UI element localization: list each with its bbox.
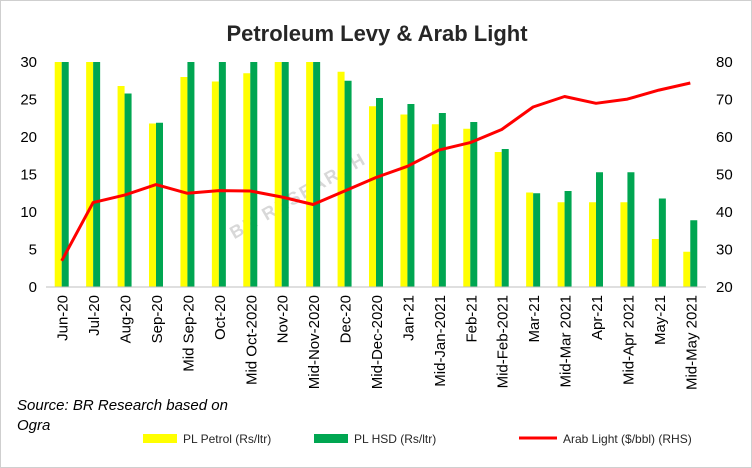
bar-petrol [431, 124, 439, 287]
x-tick-label: Mid-Nov-2020 [306, 295, 323, 389]
x-tick-label: Mid-Jan-2021 [432, 295, 449, 387]
x-tick-label: Mid-May 2021 [683, 295, 700, 390]
bar-petrol [557, 202, 565, 287]
y-right-tick-label: 30 [716, 242, 733, 259]
x-tick-label: Aug-20 [118, 295, 135, 343]
bar-petrol [400, 114, 408, 287]
y-right-tick-label: 80 [716, 54, 733, 71]
bar-hsd [690, 220, 698, 287]
bar-petrol [337, 71, 345, 287]
bar-petrol [494, 152, 502, 287]
bar-petrol [243, 73, 251, 287]
axes-group: 0 5 10 15 20 25 30 20 30 40 50 60 70 80 Jun-20 Jul-20 Au… [20, 54, 732, 390]
x-tick-label: Mid-Apr 2021 [620, 295, 637, 385]
x-tick-label: Apr-21 [589, 295, 606, 340]
x-tick-label: Dec-20 [338, 295, 355, 343]
bar-hsd [313, 62, 321, 287]
x-tick-label: Feb-21 [463, 295, 480, 343]
bar-hsd [187, 62, 195, 287]
bar-petrol [620, 202, 628, 287]
bar-hsd [501, 149, 509, 287]
bar-petrol [180, 77, 188, 287]
bar-petrol [149, 123, 156, 287]
bar-petrol [526, 192, 534, 287]
bar-hsd [124, 93, 132, 287]
bar-hsd [93, 62, 101, 287]
bar-hsd [470, 122, 478, 287]
bar-hsd [376, 98, 383, 287]
bar-hsd [156, 122, 163, 287]
x-tick-label: Jul-20 [86, 295, 103, 336]
x-tick-label: Sep-20 [149, 295, 166, 343]
bar-petrol [589, 202, 596, 287]
bar-hsd [344, 80, 352, 287]
y-right-tick-label: 70 [716, 92, 733, 109]
y-right-tick-label: 20 [716, 279, 733, 296]
bar-petrol [211, 81, 219, 287]
bar-petrol [117, 86, 125, 287]
legend-swatch-hsd [314, 434, 348, 443]
bar-hsd [250, 62, 258, 287]
legend-label-arab: Arab Light ($/bbl) (RHS) [563, 432, 692, 446]
bar-hsd [596, 172, 603, 287]
bar-petrol [306, 62, 314, 287]
bars-group [54, 62, 698, 287]
y-right-tick-label: 60 [716, 129, 733, 146]
bar-petrol [274, 62, 282, 287]
bar-hsd [218, 62, 226, 287]
bar-hsd [281, 62, 289, 287]
x-tick-label: Mid-Feb-2021 [495, 295, 512, 388]
y-left-tick-label: 5 [29, 242, 37, 259]
x-tick-label: Mid-Dec-2020 [369, 295, 386, 389]
bar-hsd [627, 172, 635, 287]
source-note: Source: BR Research based on Ogra [17, 397, 228, 434]
legend-label-hsd: PL HSD (Rs/ltr) [354, 432, 436, 446]
bar-petrol [651, 239, 659, 287]
y-left-tick-label: 20 [20, 129, 37, 146]
bar-petrol [369, 106, 376, 287]
bar-hsd [533, 193, 541, 287]
bar-hsd [658, 198, 666, 287]
bar-hsd [61, 62, 69, 287]
x-tick-label: Jan-21 [400, 295, 417, 341]
x-tick-label: Mid-Mar 2021 [558, 295, 575, 388]
y-left-tick-label: 30 [20, 54, 37, 71]
y-left-tick-label: 10 [20, 204, 37, 221]
x-tick-label: Jun-20 [55, 295, 72, 341]
chart-title: Petroleum Levy & Arab Light [226, 21, 528, 46]
x-tick-label: Mid Sep-20 [180, 295, 197, 372]
bar-hsd [407, 104, 415, 287]
legend: PL Petrol (Rs/ltr) PL HSD (Rs/ltr) Arab … [143, 432, 692, 446]
x-tick-label: May-21 [652, 295, 669, 345]
x-tick-label: Mid Oct-2020 [243, 295, 260, 385]
bar-hsd [438, 113, 446, 287]
line-group [60, 81, 691, 262]
y-right-tick-label: 50 [716, 167, 733, 184]
x-tick-label: Nov-20 [275, 295, 292, 343]
x-tick-label: Oct-20 [212, 295, 229, 340]
x-tick-label: Mar-21 [526, 295, 543, 343]
legend-label-petrol: PL Petrol (Rs/ltr) [183, 432, 271, 446]
y-left-tick-label: 0 [29, 279, 37, 296]
legend-swatch-petrol [143, 434, 177, 443]
bar-petrol [54, 62, 62, 287]
bar-petrol [463, 128, 471, 287]
y-left-tick-label: 25 [20, 92, 37, 109]
bar-petrol [683, 251, 691, 287]
y-left-tick-label: 15 [20, 167, 37, 184]
y-right-tick-label: 40 [716, 204, 733, 221]
bar-hsd [564, 191, 572, 287]
bar-petrol [86, 62, 94, 287]
